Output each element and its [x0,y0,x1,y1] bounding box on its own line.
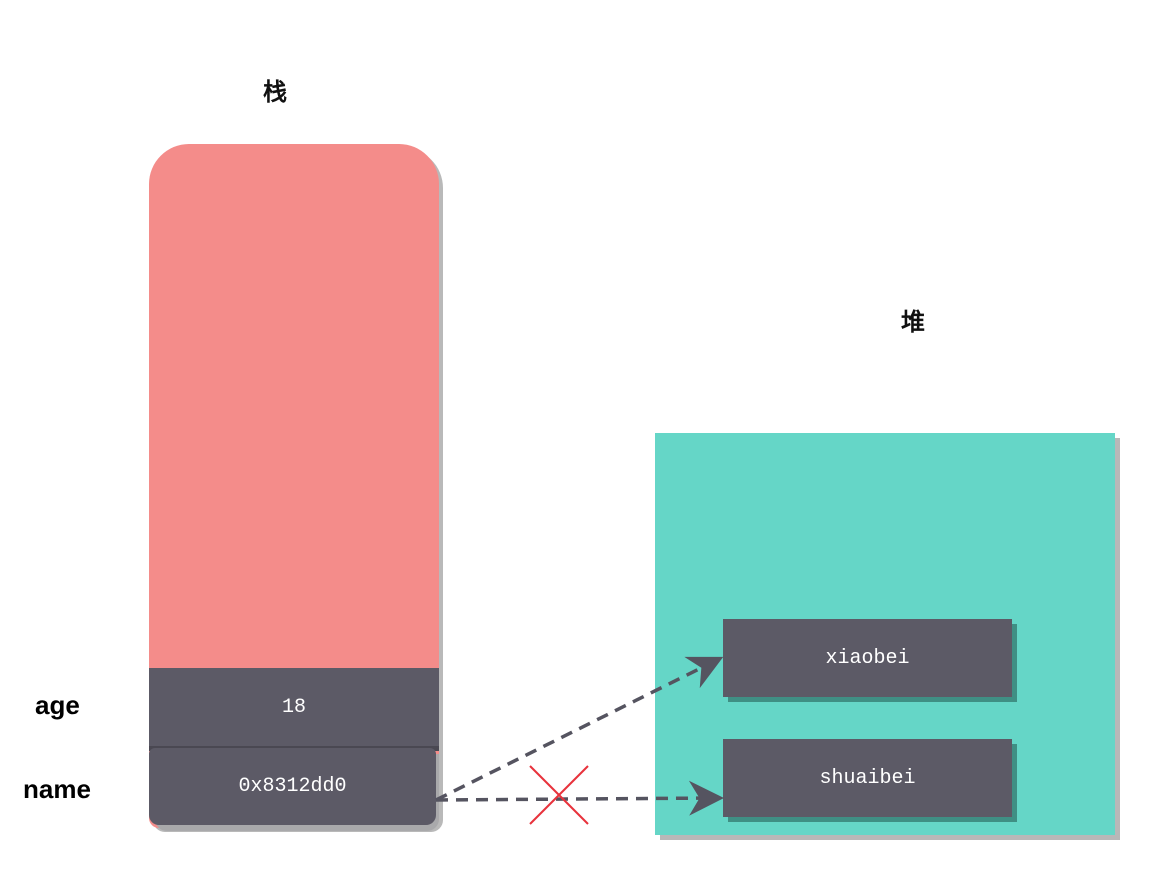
shuaibei-value: shuaibei [819,766,916,790]
name-value: 0x8312dd0 [238,775,347,798]
age-value: 18 [281,695,306,719]
stack-cell-name: 0x8312dd0 [149,748,436,825]
heap-title: 堆 [901,308,925,336]
age-label: age [35,690,80,720]
cross-mark-icon [529,765,589,825]
stack-title: 栈 [263,78,287,106]
heap-cell-xiaobei: xiaobei [723,619,1012,697]
heap-cell-shuaibei: shuaibei [723,739,1012,817]
stack-cell-age: 18 [149,668,439,746]
name-label: name [23,774,91,804]
xiaobei-value: xiaobei [825,646,910,670]
